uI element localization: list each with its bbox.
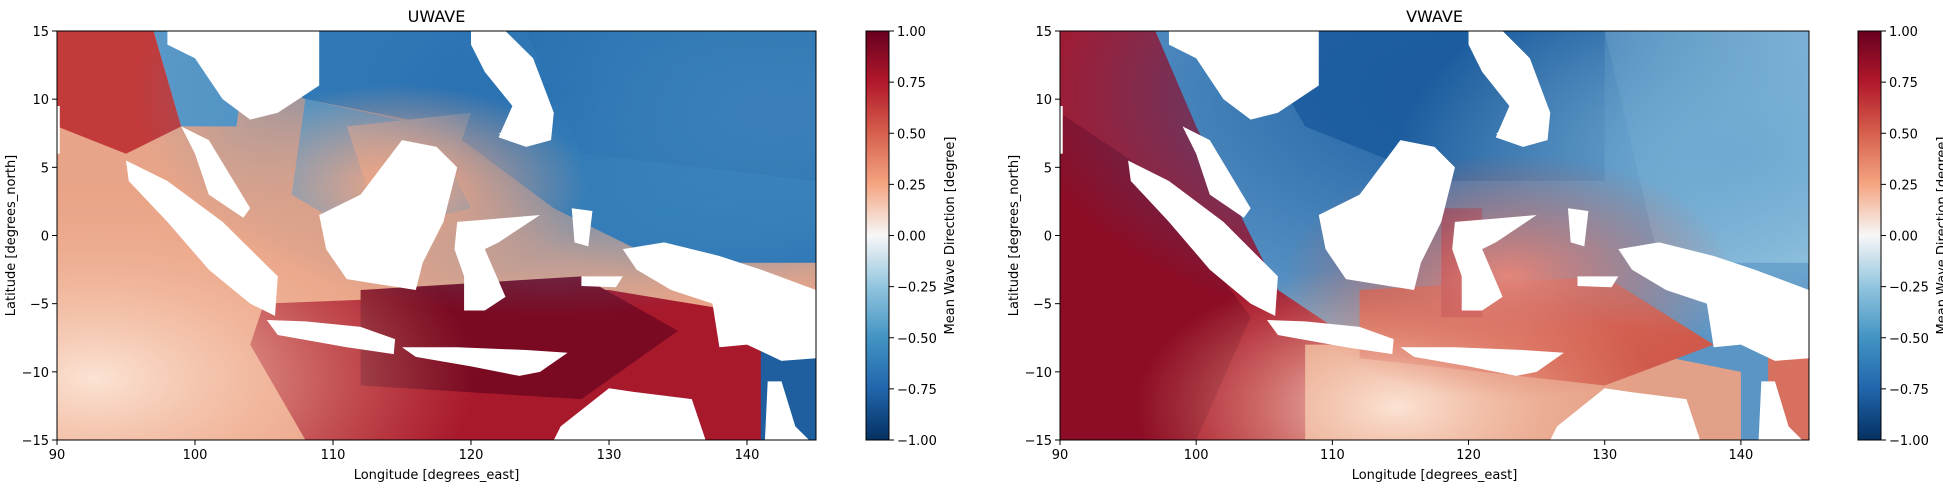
land-australia [553, 388, 706, 440]
x-tick-label: 100 [1184, 448, 1209, 463]
land-halmahera [571, 208, 593, 247]
land-sulawesi [1452, 215, 1537, 311]
y-tick-label: 15 [32, 25, 49, 40]
chart-title: UWAVE [408, 7, 466, 26]
land-new-guinea [1618, 242, 1809, 361]
colorbar-tick-label: 1.00 [897, 25, 926, 40]
colorbar-tick-label: 0.75 [897, 76, 926, 91]
colorbar-tick-label: 0.50 [897, 127, 926, 142]
x-tick-label: 140 [735, 448, 760, 463]
land-mindanao-s [498, 129, 520, 141]
x-axis-label: Longitude [degrees_east] [354, 468, 520, 483]
y-tick-label: 5 [1044, 161, 1052, 176]
colorbar-tick-label: −1.00 [1889, 434, 1929, 449]
y-tick-label: −5 [30, 298, 49, 313]
land-halmahera [1567, 208, 1589, 247]
colorbar-tick-label: −0.50 [1889, 332, 1929, 347]
y-axis-label: Latitude [degrees_north] [4, 155, 19, 316]
colorbar-tick-label: −0.25 [897, 281, 937, 296]
x-tick-label: 130 [597, 448, 622, 463]
land-sri-lanka [1060, 105, 1063, 154]
colorbar-tick-label: 0.50 [1889, 127, 1918, 142]
chart-title: VWAVE [1406, 7, 1463, 26]
colorbar-tick-label: 0.25 [1889, 178, 1918, 193]
colorbar-tick-label: −0.75 [1889, 383, 1929, 398]
x-tick-label: 110 [1320, 448, 1345, 463]
x-tick-label: 120 [459, 448, 484, 463]
colorbar: −1.00 −0.75 −0.50 −0.25 0.00 0.25 0.50 0.75 1.00… [865, 25, 958, 449]
land-malay-peninsula [181, 126, 251, 218]
land-cape-york [764, 381, 810, 440]
land-mindanao-s [1495, 129, 1517, 141]
land-borneo [1318, 140, 1455, 291]
y-tick-label: 0 [1044, 230, 1052, 245]
x-tick-label: 130 [1592, 448, 1617, 463]
heatmap-field [1060, 31, 1809, 440]
x-axis-label: Longitude [degrees_east] [1352, 468, 1518, 483]
colorbar-tick-label: 0.25 [897, 178, 926, 193]
land-nusa-tenggara [1400, 347, 1564, 376]
land-sumatra [126, 160, 278, 316]
panel-vwave: VWAVE 90 100 110 120 130 140 −15 −10 −5 0 5 10 15 Long… [1007, 7, 1943, 483]
colorbar-tick-label: −1.00 [897, 434, 937, 449]
x-tick-label: 100 [183, 448, 208, 463]
land-sumatra [1128, 160, 1278, 316]
colorbar-tick-label: 1.00 [1889, 25, 1918, 40]
x-tick-label: 140 [1728, 448, 1753, 463]
heatmap-field [57, 31, 816, 440]
land-new-guinea [622, 242, 816, 361]
land-indochina [167, 31, 320, 120]
colorbar-tick-label: 0.00 [897, 230, 926, 245]
colorbar-tick-label: −0.75 [897, 383, 937, 398]
land-sri-lanka [57, 105, 60, 154]
land-australia [1550, 388, 1701, 440]
colorbar-gradient [865, 30, 890, 441]
colorbar-tick-label: −0.50 [897, 332, 937, 347]
land-cape-york [1758, 381, 1803, 440]
land-seram [581, 276, 623, 288]
land-indochina [1168, 31, 1319, 120]
y-tick-label: −15 [22, 434, 49, 449]
land-borneo [319, 140, 458, 291]
land-philippines [1468, 31, 1551, 147]
y-tick-label: 10 [1035, 93, 1052, 108]
y-tick-label: −10 [1025, 366, 1052, 381]
y-tick-label: 0 [41, 230, 49, 245]
land-philippines [471, 31, 554, 147]
x-tick-label: 90 [1052, 448, 1069, 463]
x-tick-label: 90 [49, 448, 66, 463]
y-tick-label: 5 [41, 161, 49, 176]
x-tick-label: 110 [321, 448, 346, 463]
land-malay-peninsula [1182, 126, 1251, 218]
y-tick-label: −10 [22, 366, 49, 381]
colorbar-label: Mean Wave Direction [degree] [1935, 137, 1943, 335]
colorbar-gradient [1857, 30, 1882, 441]
colorbar-label: Mean Wave Direction [degree] [943, 137, 958, 335]
colorbar-tick-label: 0.75 [1889, 76, 1918, 91]
y-axis-label: Latitude [degrees_north] [1007, 155, 1022, 316]
y-tick-label: 15 [1035, 25, 1052, 40]
land-seram [1577, 276, 1619, 288]
land-nusa-tenggara [402, 347, 568, 376]
land-sulawesi [454, 215, 540, 311]
panel-uwave: UWAVE 90 100 110 120 130 140 −15 −10 −5 0 5 10 15 Long… [4, 7, 958, 483]
y-tick-label: −5 [1033, 298, 1052, 313]
colorbar-tick-label: −0.25 [1889, 281, 1929, 296]
land-java [266, 320, 396, 355]
land-java [1266, 320, 1394, 355]
x-tick-label: 120 [1456, 448, 1481, 463]
colorbar: −1.00 −0.75 −0.50 −0.25 0.00 0.25 0.50 0.75 1.00… [1857, 25, 1943, 449]
y-tick-label: −15 [1025, 434, 1052, 449]
y-tick-label: 10 [32, 93, 49, 108]
colorbar-tick-label: 0.00 [1889, 230, 1918, 245]
